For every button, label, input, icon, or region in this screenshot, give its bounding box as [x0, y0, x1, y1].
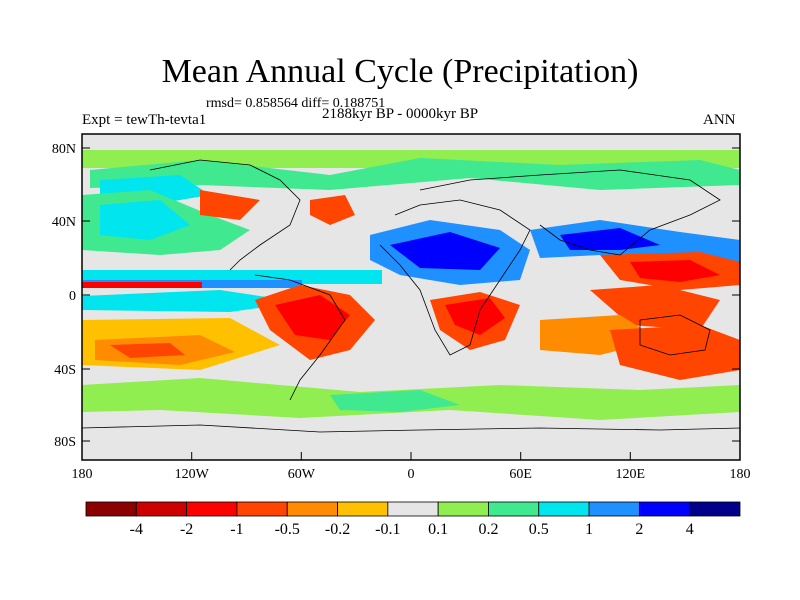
south-america-drier: [275, 295, 350, 340]
colorbar-label-1: -2: [180, 521, 193, 538]
lon-label-180w: 180: [72, 467, 93, 482]
eurasia-coast: [419, 169, 721, 256]
colorbar-label-10: 2: [635, 521, 643, 538]
lon-label-120w: 120W: [175, 467, 210, 482]
antarctica-coast: [82, 424, 740, 433]
colorbar-label-0: -4: [130, 521, 143, 538]
colorbar-label-11: 4: [686, 521, 694, 538]
equatorial-dry-strip: [82, 282, 202, 288]
colorbar-swatch-6: [387, 501, 439, 517]
lon-label-120e: 120E: [616, 467, 646, 482]
longitude-ticks: [81, 452, 741, 460]
sahel-wettest-core: [390, 232, 500, 270]
africa-drier: [445, 298, 505, 335]
southern-ocean-wetter: [330, 390, 460, 412]
west-pacific-drier: [630, 260, 720, 282]
chart-title: Mean Annual Cycle (Precipitation): [161, 53, 639, 90]
colorbar-label-6: 0.1: [428, 521, 448, 538]
north-america-coast: [149, 159, 301, 271]
north-america-dry: [200, 190, 260, 220]
pacific-wetter-zone: [100, 200, 190, 240]
colorbar-swatch-8: [488, 501, 540, 517]
colorbar-label-9: 1: [585, 521, 593, 538]
south-itcz-moist: [82, 290, 300, 312]
south-pacific-driest: [110, 343, 185, 358]
lat-label-40n: 40N: [52, 215, 76, 230]
colorbar: -4 -2 -1 -0.5 -0.2 -0.1 0.1 0.2 0.5 1 2 4: [85, 501, 741, 538]
africa-coast: [379, 199, 531, 356]
colorbar-label-4: -0.2: [325, 521, 350, 538]
period-line: 2188kyr BP - 0000kyr BP: [322, 106, 479, 122]
colorbar-swatch-3: [236, 501, 288, 517]
coastlines: [82, 159, 740, 433]
lon-label-60w: 60W: [288, 467, 316, 482]
australia-coast: [639, 314, 711, 356]
colorbar-swatch-7: [437, 501, 489, 517]
colorbar-label-5: -0.1: [375, 521, 400, 538]
experiment-label: Expt = tewTh-tevta1: [82, 112, 207, 128]
lon-label-60e: 60E: [509, 467, 532, 482]
colorbar-label-7: 0.2: [478, 521, 498, 538]
precip-field: [82, 134, 740, 460]
colorbar-swatch-1: [135, 501, 188, 517]
colorbar-swatch-9: [538, 501, 590, 517]
lat-label-80n: 80N: [52, 142, 76, 157]
atlantic-dry: [310, 195, 355, 225]
colorbar-swatch-2: [186, 501, 238, 517]
lon-label-0: 0: [408, 467, 415, 482]
colorbar-swatch-11: [638, 501, 691, 517]
lon-label-180e: 180: [730, 467, 751, 482]
colorbar-swatch-5: [337, 501, 389, 517]
northern-wet-band: [90, 158, 740, 190]
colorbar-label-8: 0.5: [529, 521, 549, 538]
colorbar-swatch-10: [588, 501, 640, 517]
colorbar-swatch-4: [286, 501, 338, 517]
colorbar-swatch-12: [689, 501, 741, 517]
lat-label-80s: 80S: [54, 435, 76, 450]
lat-label-0: 0: [69, 289, 76, 304]
colorbar-swatch-0: [85, 501, 137, 517]
colorbar-label-3: -0.5: [275, 521, 300, 538]
stats-line: rmsd= 0.858564 diff= 0.188751: [206, 96, 386, 111]
latitude-ticks: [82, 147, 740, 442]
colorbar-label-2: -1: [230, 521, 243, 538]
arctic-wet-band: [82, 150, 740, 168]
asia-wettest-core: [560, 228, 660, 250]
south-america-coast: [254, 274, 346, 401]
lat-label-40s: 40S: [54, 363, 76, 378]
season-label: ANN: [703, 112, 736, 128]
